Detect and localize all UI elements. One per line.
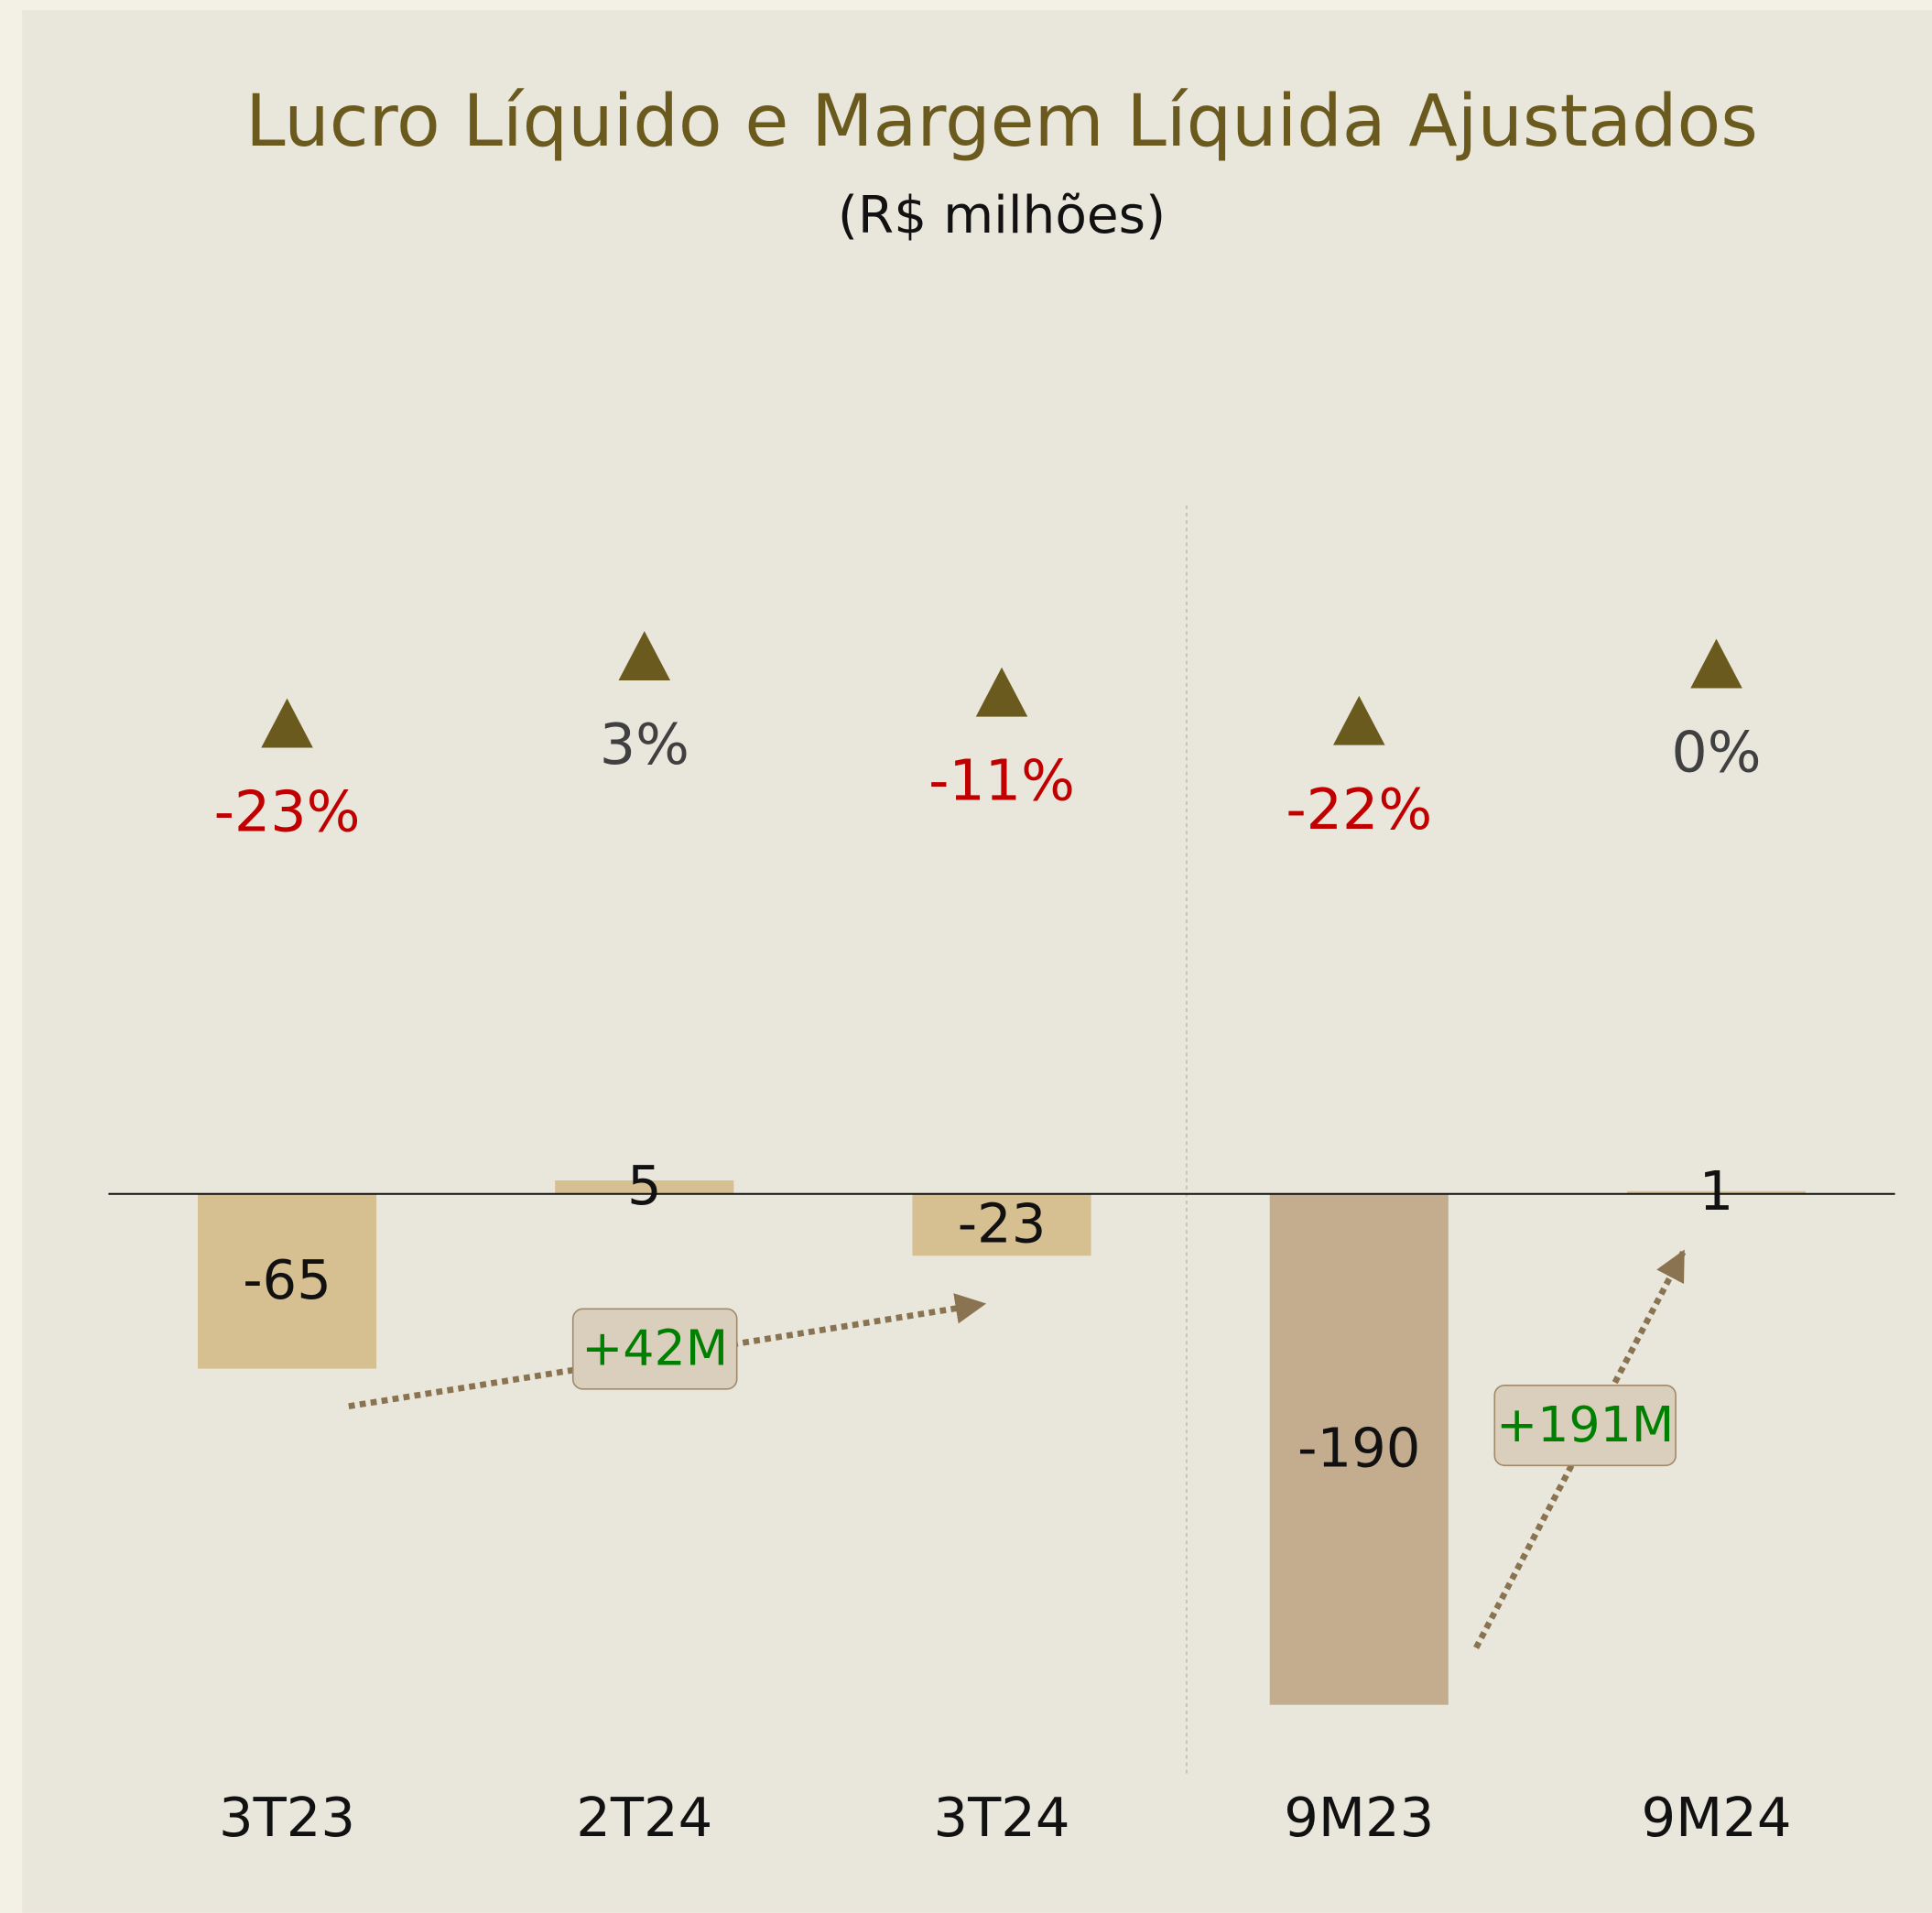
chart-subtitle: (R$ milhões) <box>838 186 1166 245</box>
bar-value-label: -65 <box>243 1248 331 1311</box>
bar <box>197 1193 377 1369</box>
x-tick-label: 9M24 <box>1641 1786 1791 1849</box>
x-tick-label: 2T24 <box>576 1786 712 1849</box>
bar-value-label: 5 <box>627 1154 662 1217</box>
bar-value-label: 1 <box>1699 1159 1734 1223</box>
annotation-label: +191M <box>1496 1396 1674 1453</box>
margin-label: -23% <box>214 779 361 845</box>
x-tick-label: 9M23 <box>1284 1786 1434 1849</box>
margin-label: -22% <box>1286 777 1432 842</box>
margin-label: 3% <box>600 712 689 777</box>
annotation-box <box>1493 1384 1677 1467</box>
bar <box>1269 1193 1449 1705</box>
margin-marker <box>618 631 671 680</box>
margin-label: -11% <box>928 748 1075 814</box>
bar <box>1626 1190 1807 1194</box>
x-tick-label: 3T23 <box>219 1786 355 1849</box>
bar <box>912 1193 1091 1256</box>
bar-value-label: -190 <box>1297 1417 1420 1480</box>
annotation-arrow <box>348 1293 987 1409</box>
annotation-label: +42M <box>581 1319 728 1376</box>
margin-marker <box>1333 695 1385 745</box>
bar-value-label: -23 <box>958 1191 1047 1255</box>
chart-title: Lucro Líquido e Margem Líquida Ajustados <box>245 81 1758 163</box>
x-tick-label: 3T24 <box>933 1786 1069 1849</box>
margin-label: 0% <box>1671 720 1761 786</box>
margin-marker <box>975 667 1028 717</box>
margin-marker <box>261 698 313 748</box>
margin-marker <box>1690 638 1742 689</box>
bar <box>555 1180 734 1194</box>
annotation-box <box>571 1308 738 1390</box>
panel <box>22 10 1932 1913</box>
